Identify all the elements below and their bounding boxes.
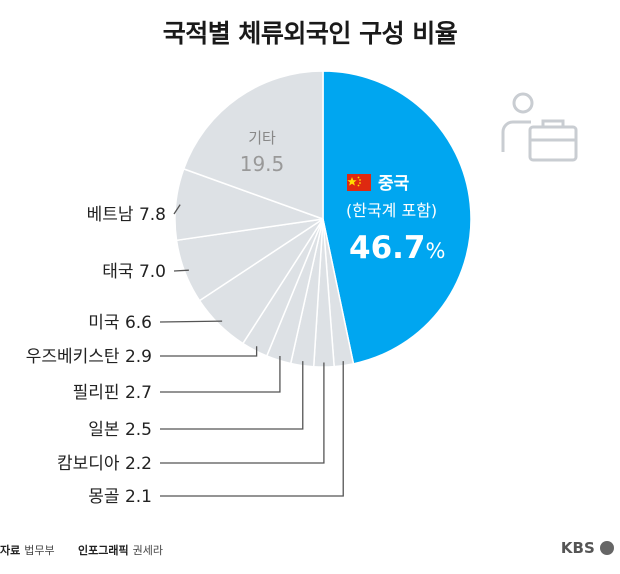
kbs-logo: KBS — [561, 539, 614, 557]
leader-line-몽골 — [160, 361, 344, 497]
slice-label-name: 베트남 — [87, 205, 139, 225]
slice-label-name: 일본 — [88, 420, 125, 440]
slice-label-태국: 태국 7.0 — [102, 262, 166, 282]
slice-label-필리핀: 필리핀 2.7 — [73, 383, 152, 403]
slice-label-value: 2.1 — [125, 487, 152, 507]
slice-label-베트남: 베트남 7.8 — [87, 205, 166, 225]
slice-중국 — [322, 70, 472, 365]
slice-label-value: 7.8 — [139, 205, 166, 225]
china-sublabel: (한국계 포함) — [346, 201, 437, 220]
slice-label-우즈베키스탄: 우즈베키스탄 2.9 — [26, 347, 152, 367]
chart-title: 국적별 체류외국인 구성 비율 — [162, 19, 458, 48]
etc-label: 기타 — [248, 129, 276, 147]
slice-label-value: 7.0 — [139, 262, 166, 282]
slice-label-name: 미국 — [88, 313, 125, 333]
slice-label-name: 캄보디아 — [57, 454, 125, 474]
china-value-number: 46.7 — [349, 230, 426, 266]
slice-label-name: 태국 — [102, 262, 139, 282]
graphic-credit: 인포그래픽 권세라 — [78, 542, 163, 558]
leader-line-미국 — [159, 320, 223, 323]
slice-label-value: 2.2 — [125, 454, 152, 474]
leader-line-캄보디아 — [160, 362, 325, 464]
slice-label-캄보디아: 캄보디아 2.2 — [57, 454, 152, 474]
slice-label-value: 2.9 — [125, 347, 152, 367]
slice-label-name: 필리핀 — [73, 383, 125, 403]
slice-label-value: 6.6 — [125, 313, 152, 333]
slice-기타 — [182, 70, 324, 221]
china-flag-icon — [347, 174, 371, 191]
slice-label-몽골: 몽골 2.1 — [88, 487, 152, 507]
etc-value: 19.5 — [240, 152, 285, 176]
slice-label-미국: 미국 6.6 — [88, 313, 152, 333]
slice-label-value: 2.7 — [125, 383, 152, 403]
leader-line-태국 — [173, 269, 189, 272]
china-label: 중국 — [378, 174, 410, 194]
leader-line-일본 — [160, 361, 304, 430]
graphic-value: 권세라 — [132, 544, 163, 557]
china-label-block: 중국 (한국계 포함) 46.7% — [346, 174, 445, 266]
person-briefcase-icon — [501, 92, 578, 162]
source-label: 자료 — [0, 544, 21, 557]
slice-label-name: 몽골 — [88, 487, 125, 507]
graphic-label: 인포그래픽 — [78, 544, 129, 557]
source-value: 법무부 — [24, 544, 55, 557]
slice-label-name: 우즈베키스탄 — [26, 347, 125, 367]
source-credit: 자료 법무부 — [0, 542, 55, 558]
pie-slices — [174, 70, 472, 368]
slice-label-value: 2.5 — [125, 420, 152, 440]
leader-line-필리핀 — [160, 355, 281, 393]
leader-line-우즈베키스탄 — [160, 346, 258, 357]
china-value-unit: % — [426, 239, 446, 263]
slice-label-일본: 일본 2.5 — [88, 420, 152, 440]
leader-lines — [159, 204, 344, 497]
leader-line-베트남 — [173, 204, 181, 215]
china-value: 46.7% — [349, 230, 445, 266]
